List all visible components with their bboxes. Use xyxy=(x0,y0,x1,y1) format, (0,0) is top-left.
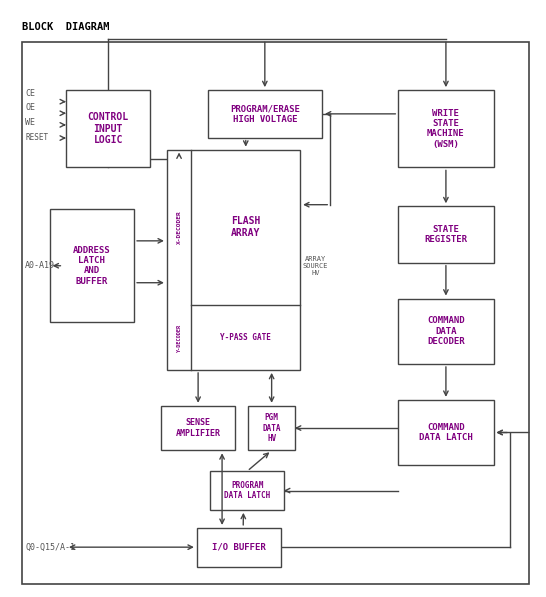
Text: OE: OE xyxy=(25,103,35,112)
Bar xyxy=(167,150,300,370)
Bar xyxy=(210,471,284,510)
Text: Y-DECODER: Y-DECODER xyxy=(176,324,182,352)
Text: ADDRESS
LATCH
AND
BUFFER: ADDRESS LATCH AND BUFFER xyxy=(73,245,111,286)
Bar xyxy=(197,528,281,567)
Text: Y-PASS GATE: Y-PASS GATE xyxy=(221,333,271,342)
Text: WE: WE xyxy=(25,118,35,127)
Bar xyxy=(207,90,322,138)
Text: Q0-Q15/A-1: Q0-Q15/A-1 xyxy=(25,543,75,552)
Text: I/O BUFFER: I/O BUFFER xyxy=(212,543,266,552)
Text: CONTROL
INPUT
LOGIC: CONTROL INPUT LOGIC xyxy=(88,112,129,145)
Text: PROGRAM
DATA LATCH: PROGRAM DATA LATCH xyxy=(224,481,270,500)
Bar xyxy=(66,90,151,168)
Text: ARRAY
SOURCE
HV: ARRAY SOURCE HV xyxy=(302,256,328,276)
Text: SENSE
AMPLIFIER: SENSE AMPLIFIER xyxy=(176,418,221,438)
Text: WRITE
STATE
MACHINE
(WSM): WRITE STATE MACHINE (WSM) xyxy=(427,109,465,149)
Text: COMMAND
DATA
DECODER: COMMAND DATA DECODER xyxy=(427,316,465,346)
Text: BLOCK  DIAGRAM: BLOCK DIAGRAM xyxy=(22,21,110,32)
Bar xyxy=(398,400,494,465)
Text: A0-A19: A0-A19 xyxy=(25,261,55,270)
Bar xyxy=(50,209,134,322)
Text: PROGRAM/ERASE
HIGH VOLTAGE: PROGRAM/ERASE HIGH VOLTAGE xyxy=(230,104,300,124)
Bar xyxy=(162,406,235,450)
Bar xyxy=(398,90,494,168)
Bar xyxy=(398,298,494,364)
Bar xyxy=(248,406,295,450)
Text: CE: CE xyxy=(25,88,35,97)
Text: PGM
DATA
HV: PGM DATA HV xyxy=(263,413,281,443)
Bar xyxy=(398,206,494,263)
Text: RESET: RESET xyxy=(25,133,49,142)
Text: STATE
REGISTER: STATE REGISTER xyxy=(424,225,467,244)
Text: COMMAND
DATA LATCH: COMMAND DATA LATCH xyxy=(419,423,473,442)
Text: X-DECODER: X-DECODER xyxy=(176,210,182,244)
Text: FLASH
ARRAY: FLASH ARRAY xyxy=(231,217,260,238)
